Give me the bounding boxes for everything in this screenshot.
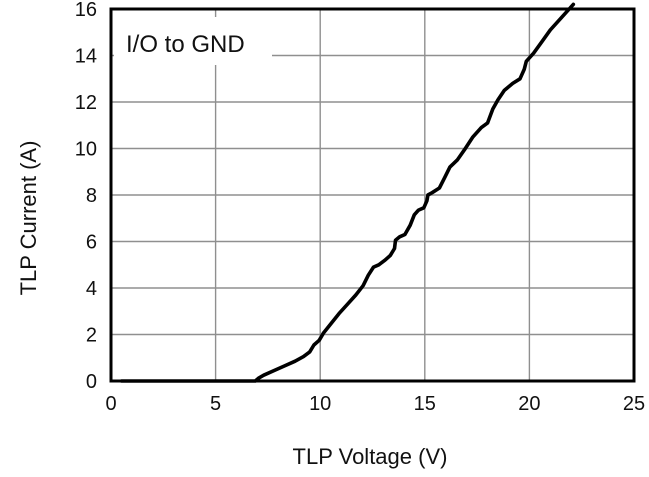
y-tick-label: 2 — [86, 325, 97, 347]
x-tick-label: 10 — [309, 393, 331, 415]
y-tick-label: 14 — [75, 46, 97, 68]
plot-frame — [109, 7, 636, 383]
grid-layer — [111, 9, 634, 381]
y-tick-label: 12 — [75, 92, 97, 114]
x-tick-label: 20 — [518, 393, 540, 415]
x-axis-title: TLP Voltage (V) — [293, 444, 448, 469]
y-tick-label: 6 — [86, 232, 97, 254]
y-tick-label: 10 — [75, 139, 97, 161]
y-tick-label: 16 — [75, 0, 97, 21]
y-tick-label: 4 — [86, 278, 97, 300]
annotation-label: I/O to GND — [126, 31, 245, 58]
x-tick-label: 5 — [210, 393, 221, 415]
y-tick-label: 0 — [86, 371, 97, 393]
x-tick-label: 15 — [414, 393, 436, 415]
x-tick-label: 0 — [105, 393, 116, 415]
tick-label-layer: 0 5 10 15 20 25 0 2 4 6 8 10 12 14 16 — [75, 0, 645, 415]
y-tick-label: 8 — [86, 185, 97, 207]
x-tick-label: 25 — [623, 393, 645, 415]
series-line — [119, 2, 576, 383]
annotation-background — [114, 17, 272, 65]
y-axis-title: TLP Current (A) — [16, 141, 41, 296]
